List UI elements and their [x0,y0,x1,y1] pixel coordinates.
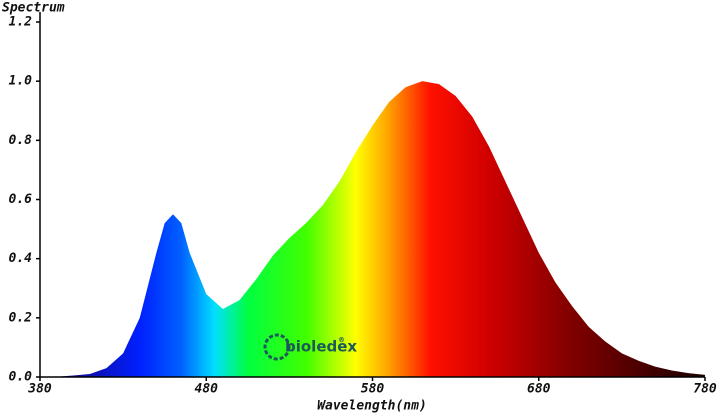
x-tick-label: 580 [361,382,385,397]
y-tick-label: 0.6 [9,192,33,207]
x-tick-label: 780 [693,382,717,397]
y-tick-label: 1.2 [9,15,33,30]
x-tick-label: 480 [195,382,219,397]
y-tick-label: 0.4 [9,251,33,266]
spectrum-area [40,81,705,378]
y-tick-label: 0.2 [9,310,33,325]
watermark-logo [263,333,291,361]
y-tick-label: 0.0 [9,370,33,385]
x-axis-label: Wavelength(nm) [317,399,427,414]
chart-title: Spectrum [2,1,65,16]
watermark-mark: ® [338,336,345,344]
x-tick-label: 380 [27,382,52,397]
watermark: bioledex [285,338,357,356]
y-tick-label: 0.8 [9,133,33,148]
y-tick-label: 1.0 [9,74,33,89]
x-tick-label: 680 [527,382,551,397]
